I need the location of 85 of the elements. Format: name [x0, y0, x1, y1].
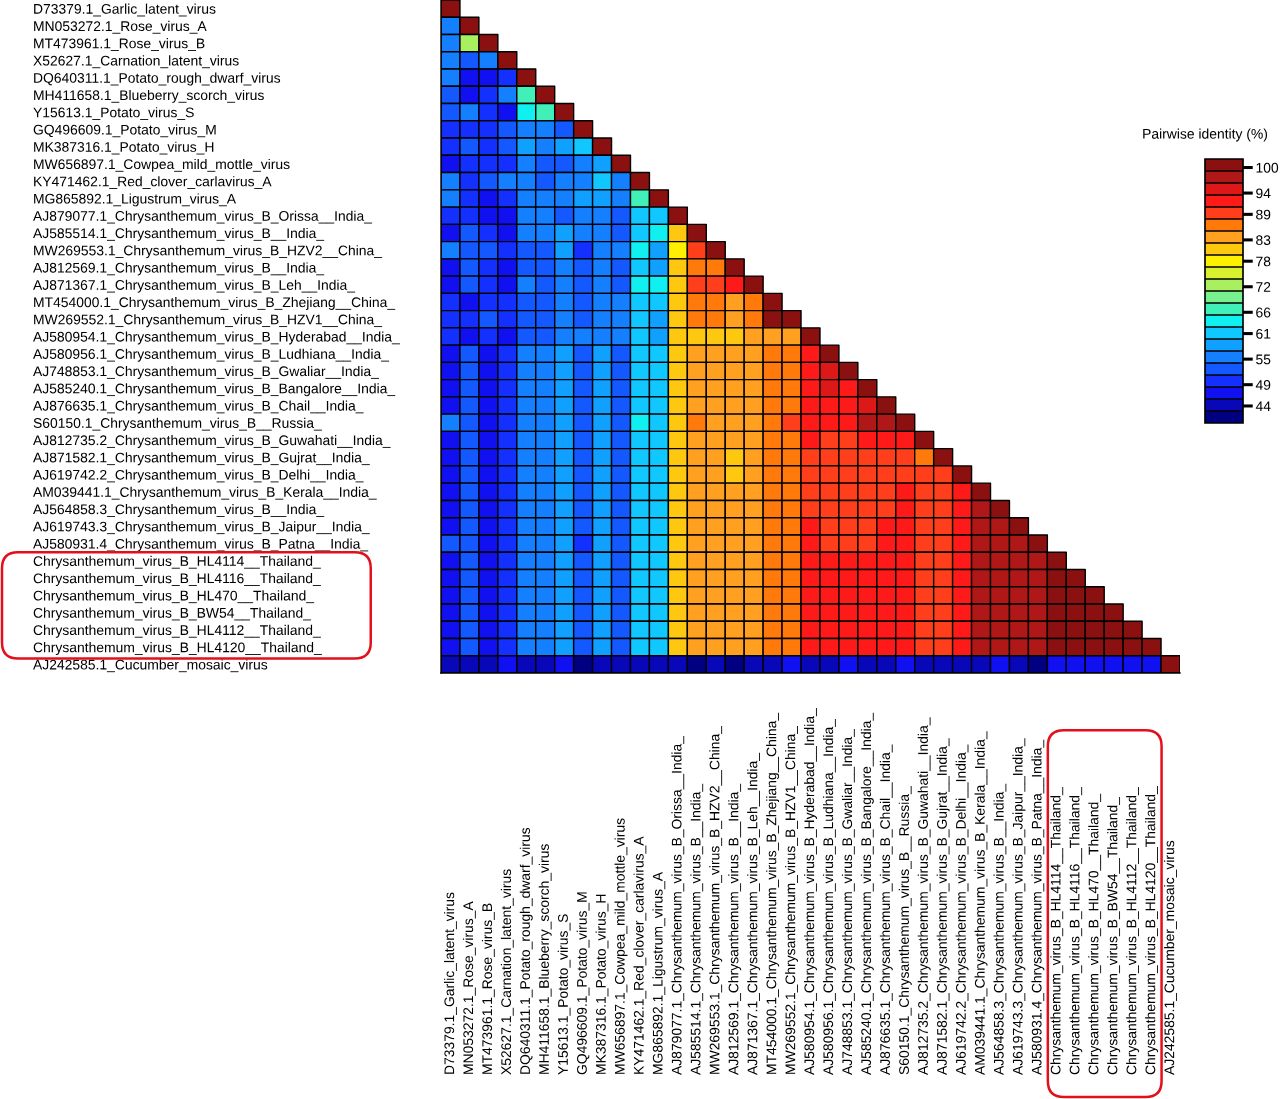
y-tick-label: AJ876635.1_Chrysanthemum_virus_B_Chail__India_ — [33, 400, 364, 414]
color-bar-label: 78 — [1256, 256, 1271, 267]
x-tick-label: Chrysanthemum_virus_B_HL4114__Thailand_ — [1050, 787, 1064, 1075]
y-tick-label: MN053272.1_Rose_virus_A — [34, 20, 207, 34]
x-tick-label: AJ748853.1_Chrysanthemum_virus_B_Gwaliar__India_ — [841, 728, 855, 1075]
x-tick-label: Chrysanthemum_virus_B_HL470__Thailand_ — [1088, 793, 1102, 1075]
y-tick-label: AJ871367.1_Chrysanthemum_virus_B_Leh__India_ — [33, 279, 356, 293]
color-bar-title: Pairwise identity (%) — [1143, 128, 1268, 142]
x-tick-label: AJ580956.1_Chrysanthemum_virus_B_Ludhiana__India_ — [822, 718, 836, 1075]
x-tick-label: MW656897.1_Cowpea_mild_mottle_virus — [614, 818, 628, 1074]
y-tick-label: MH411658.1_Blueberry_scorch_virus — [34, 89, 264, 103]
x-tick-label: AJ876635.1_Chrysanthemum_virus_B_Chail__India_ — [879, 744, 893, 1075]
y-tick-label: AJ871582.1_Chrysanthemum_virus_B_Gujrat__India_ — [33, 452, 370, 466]
x-tick-label: AJ619743.3_Chrysanthemum_virus_B_Jaipur__India_ — [1012, 738, 1026, 1075]
y-tick-label: AJ580931.4_Chrysanthemum_virus_B_Patna__India_ — [33, 538, 369, 552]
y-tick-label: AM039441.1_Chrysanthemum_virus_B_Kerala__India_ — [33, 486, 377, 500]
color-bar-label: 49 — [1255, 380, 1271, 390]
x-tick-label: Chrysanthemum_virus_B_HL4116__Thailand_ — [1069, 787, 1083, 1075]
y-tick-label: MW269553.1_Chrysanthemum_virus_B_HZV2__China_ — [34, 245, 383, 259]
x-tick-label: Chrysanthemum_virus_B_HL4112__Thailand_ — [1126, 787, 1140, 1075]
x-tick-label: AJ619742.2_Chrysanthemum_virus_B_Delhi__India_ — [955, 744, 969, 1075]
y-tick-label: S60150.1_Chrysanthemum_virus_B__Russia_ — [33, 417, 322, 431]
color-bar-label: 66 — [1256, 307, 1271, 318]
x-tick-label: S60150.1_Chrysanthemum_virus_B__Russia_ — [898, 786, 912, 1075]
x-tick-label: AJ812569.1_Chrysanthemum_virus_B__India_ — [728, 783, 742, 1075]
y-tick-label: AJ585240.1_Chrysanthemum_virus_B_Bangalore__India_ — [33, 383, 396, 397]
x-tick-label: MG865892.1_Ligustrum_virus_A — [652, 871, 666, 1074]
x-tick-label: AJ564858.3_Chrysanthemum_virus_B__India_ — [993, 783, 1007, 1075]
x-tick-label: Chrysanthemum_virus_B_HL4120__Thailand_ — [1145, 786, 1159, 1075]
y-tick-label: Chrysanthemum_virus_B_HL470__Thailand_ — [33, 590, 315, 604]
y-tick-label: AJ812735.2_Chrysanthemum_virus_B_Guwahati__India_ — [33, 435, 391, 448]
y-tick-label: MT454000.1_Chrysanthemum_virus_B_Zhejiang__China_ — [34, 296, 396, 310]
x-tick-label: KY471462.1_Red_clover_carlavirus_A — [633, 836, 647, 1074]
y-tick-label: AJ619743.3_Chrysanthemum_virus_B_Jaipur__India_ — [33, 521, 370, 535]
y-tick-label: Chrysanthemum_virus_B_HL4112__Thailand_ — [33, 624, 321, 638]
y-tick-label: AJ585514.1_Chrysanthemum_virus_B__India_ — [33, 227, 325, 241]
y-tick-label: DQ640311.1_Potato_rough_dwarf_virus — [34, 72, 281, 86]
color-bar-label: 83 — [1256, 235, 1271, 246]
color-bar-label: 89 — [1256, 209, 1271, 220]
x-tick-label: AJ580931.4_Chrysanthemum_virus_B_Patna__India_ — [1031, 739, 1045, 1075]
y-tick-label: MG865892.1_Ligustrum_virus_A — [34, 193, 237, 207]
x-tick-label: MW269552.1_Chrysanthemum_virus_B_HZV1__China_ — [785, 725, 799, 1074]
x-tick-label: GQ496609.1_Potato_virus_M — [576, 892, 590, 1075]
x-tick-label: MK387316.1_Potato_virus_H — [595, 894, 609, 1074]
y-tick-label: Chrysanthemum_virus_B_HL4114__Thailand_ — [33, 555, 321, 569]
y-tick-label: AJ242585.1_Cucumber_mosaic_virus — [33, 659, 268, 673]
x-tick-label: AJ585240.1_Chrysanthemum_virus_B_Bangalore__India_ — [860, 712, 874, 1075]
y-tick-label: AJ564858.3_Chrysanthemum_virus_B__India_ — [33, 504, 325, 517]
x-tick-label: AM039441.1_Chrysanthemum_virus_B_Kerala__India_ — [974, 731, 988, 1075]
y-tick-label: MW656897.1_Cowpea_mild_mottle_virus — [34, 158, 290, 172]
x-tick-label: AJ585514.1_Chrysanthemum_virus_B__India_ — [690, 783, 704, 1075]
x-tick-label: MH411658.1_Blueberry_scorch_virus — [538, 844, 552, 1074]
y-tick-label: Chrysanthemum_virus_B_HL4120__Thailand_ — [33, 642, 322, 656]
color-bar-label: 100 — [1256, 162, 1279, 173]
color-bar-label: 55 — [1256, 354, 1271, 365]
y-tick-label: AJ748853.1_Chrysanthemum_virus_B_Gwaliar__India_ — [33, 365, 380, 379]
y-tick-label: Chrysanthemum_virus_B_BW54__Thailand_ — [33, 607, 312, 621]
y-tick-label: MK387316.1_Potato_virus_H — [34, 141, 214, 155]
y-tick-label: GQ496609.1_Potato_virus_M — [33, 124, 216, 138]
x-tick-label: AJ812735.2_Chrysanthemum_virus_B_Guwahati__India_ — [917, 717, 931, 1075]
color-bar-label: 72 — [1256, 282, 1271, 292]
y-tick-label: Y15613.1_Potato_virus_S — [33, 107, 194, 120]
x-tick-label: MT454000.1_Chrysanthemum_virus_B_Zhejiang__China_ — [766, 712, 780, 1074]
y-tick-label: AJ580956.1_Chrysanthemum_virus_B_Ludhiana__India_ — [33, 348, 390, 362]
y-tick-label: MW269552.1_Chrysanthemum_virus_B_HZV1__China_ — [34, 314, 383, 328]
y-tick-label: D73379.1_Garlic_latent_virus — [34, 3, 216, 17]
x-tick-label: AJ879077.1_Chrysanthemum_virus_B_Orissa__India_ — [671, 735, 685, 1075]
y-tick-label: MT473961.1_Rose_virus_B — [34, 38, 205, 51]
y-tick-label: X52627.1_Carnation_latent_virus — [33, 55, 239, 69]
x-tick-label: Y15613.1_Potato_virus_S — [557, 914, 571, 1075]
x-tick-label: MW269553.1_Chrysanthemum_virus_B_HZV2__China_ — [709, 725, 723, 1074]
color-bar-label: 94 — [1256, 188, 1271, 199]
color-bar-label: 61 — [1256, 328, 1271, 339]
y-tick-label: AJ879077.1_Chrysanthemum_virus_B_Orissa__India_ — [33, 210, 373, 224]
y-tick-label: Chrysanthemum_virus_B_HL4116__Thailand_ — [33, 573, 321, 586]
x-tick-label: Chrysanthemum_virus_B_BW54__Thailand_ — [1107, 796, 1121, 1075]
x-tick-label: AJ871582.1_Chrysanthemum_virus_B_Gujrat__India_ — [936, 738, 950, 1075]
y-tick-label: KY471462.1_Red_clover_carlavirus_A — [34, 176, 272, 189]
y-tick-label: AJ812569.1_Chrysanthemum_virus_B__India_ — [33, 262, 325, 276]
color-bar-label: 44 — [1255, 401, 1271, 411]
y-tick-label: AJ619742.2_Chrysanthemum_virus_B_Delhi__India_ — [33, 469, 364, 483]
y-tick-label: AJ580954.1_Chrysanthemum_virus_B_Hyderabad__India_ — [33, 331, 400, 345]
x-tick-label: AJ580954.1_Chrysanthemum_virus_B_Hyderabad__India_ — [804, 708, 817, 1075]
x-tick-label: AJ242585.1_Cucumber_mosaic_virus — [1164, 840, 1177, 1075]
x-tick-label: AJ871367.1_Chrysanthemum_virus_B_Leh__India_ — [747, 752, 761, 1075]
